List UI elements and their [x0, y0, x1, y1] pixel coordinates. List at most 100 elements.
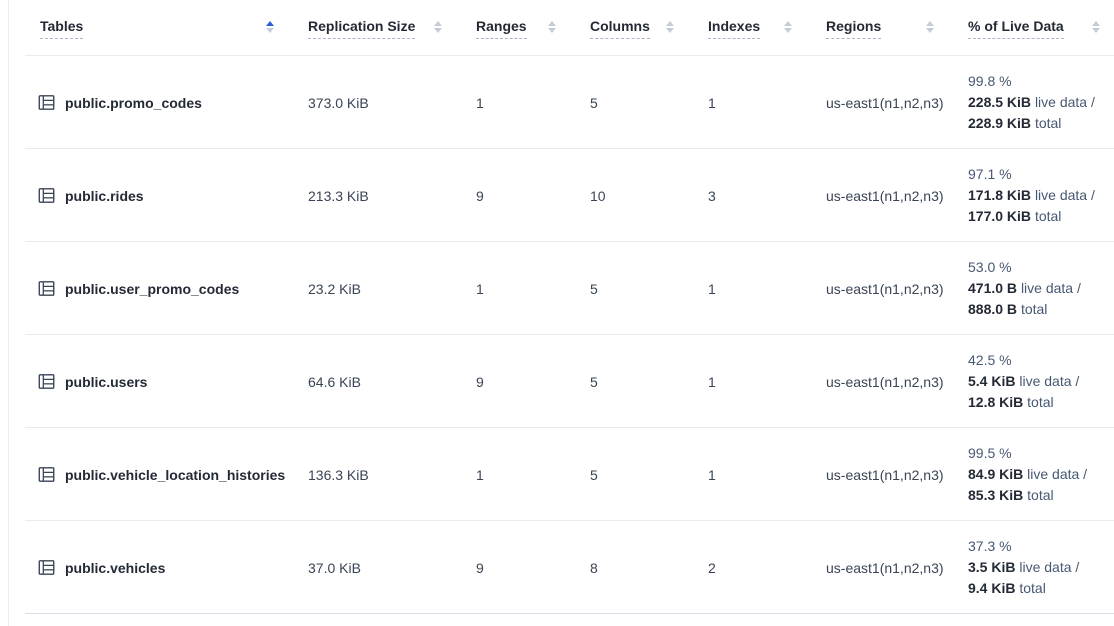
- ranges-cell: 9: [476, 373, 484, 390]
- live-data-cell: 99.8 % 228.5 KiB live data / 228.9 KiB t…: [960, 56, 1114, 149]
- table-name-cell: public.users: [25, 335, 300, 428]
- sort-icon[interactable]: [926, 20, 934, 33]
- table-icon: [38, 94, 55, 111]
- table-name-cell: public.promo_codes: [25, 56, 300, 149]
- table-row: public.vehicles 37.0 KiB 9 8 2 us-east1(…: [9, 521, 1114, 614]
- regions-cell: us-east1(n1,n2,n3): [826, 187, 944, 204]
- live-size-line: 84.9 KiB live data /: [968, 466, 1088, 482]
- column-header-label: Ranges: [476, 18, 527, 39]
- table-icon: [38, 280, 55, 297]
- total-size-line: 9.4 KiB total: [968, 580, 1046, 596]
- replication-size-cell: 136.3 KiB: [308, 466, 369, 483]
- live-data-cell: 99.5 % 84.9 KiB live data / 85.3 KiB tot…: [960, 428, 1114, 521]
- total-size-line: 228.9 KiB total: [968, 115, 1062, 131]
- column-header-label: % of Live Data: [968, 18, 1064, 39]
- columns-cell: 5: [590, 373, 598, 390]
- live-size-line: 471.0 B live data /: [968, 280, 1081, 296]
- sort-asc-arrow-icon: [926, 20, 934, 26]
- table-name-link[interactable]: public.vehicles: [65, 559, 166, 576]
- table-header-row: Tables Replication Size Ranges Columns I…: [9, 0, 1114, 56]
- table-name-link[interactable]: public.user_promo_codes: [65, 280, 240, 297]
- indexes-cell: 2: [708, 559, 716, 576]
- ranges-cell: 9: [476, 187, 484, 204]
- ranges-cell: 1: [476, 466, 484, 483]
- table-row: public.promo_codes 373.0 KiB 1 5 1 us-ea…: [9, 56, 1114, 149]
- sort-desc-arrow-icon: [266, 27, 274, 33]
- sort-asc-arrow-icon: [434, 20, 442, 26]
- column-header-columns[interactable]: Columns: [582, 0, 700, 56]
- live-percent: 97.1 %: [968, 166, 1012, 182]
- live-percent: 99.8 %: [968, 73, 1012, 89]
- table-name-link[interactable]: public.rides: [65, 187, 144, 204]
- live-data-cell: 53.0 % 471.0 B live data / 888.0 B total: [960, 242, 1114, 335]
- column-header-label: Columns: [590, 18, 650, 39]
- sort-desc-arrow-icon: [926, 27, 934, 33]
- table-icon: [38, 466, 55, 483]
- indexes-cell: 1: [708, 466, 716, 483]
- indexes-cell: 3: [708, 187, 716, 204]
- live-data-cell: 42.5 % 5.4 KiB live data / 12.8 KiB tota…: [960, 335, 1114, 428]
- replication-size-cell: 213.3 KiB: [308, 187, 369, 204]
- sort-icon[interactable]: [266, 20, 274, 33]
- column-header-regions[interactable]: Regions: [818, 0, 960, 56]
- indexes-cell: 1: [708, 373, 716, 390]
- live-size-line: 3.5 KiB live data /: [968, 559, 1080, 575]
- table-name-link[interactable]: public.vehicle_location_histories: [65, 466, 286, 483]
- table-name-link[interactable]: public.users: [65, 373, 148, 390]
- sort-icon[interactable]: [784, 20, 792, 33]
- sort-desc-arrow-icon: [434, 27, 442, 33]
- total-size-line: 85.3 KiB total: [968, 487, 1054, 503]
- table-row: public.user_promo_codes 23.2 KiB 1 5 1 u…: [9, 242, 1114, 335]
- table-icon: [38, 373, 55, 390]
- indexes-cell: 1: [708, 94, 716, 111]
- regions-cell: us-east1(n1,n2,n3): [826, 280, 944, 297]
- table-icon: [38, 559, 55, 576]
- table-icon: [38, 187, 55, 204]
- columns-cell: 8: [590, 559, 598, 576]
- replication-size-cell: 23.2 KiB: [308, 280, 361, 297]
- column-header-indexes[interactable]: Indexes: [700, 0, 818, 56]
- sort-icon[interactable]: [1092, 20, 1100, 33]
- live-percent: 37.3 %: [968, 538, 1012, 554]
- regions-cell: us-east1(n1,n2,n3): [826, 466, 944, 483]
- live-size-line: 5.4 KiB live data /: [968, 373, 1080, 389]
- columns-cell: 10: [590, 187, 606, 204]
- sort-icon[interactable]: [434, 20, 442, 33]
- sort-icon[interactable]: [666, 20, 674, 33]
- columns-cell: 5: [590, 280, 598, 297]
- column-header-label: Tables: [40, 18, 84, 39]
- column-header-ranges[interactable]: Ranges: [468, 0, 582, 56]
- live-data-cell: 97.1 % 171.8 KiB live data / 177.0 KiB t…: [960, 149, 1114, 242]
- ranges-cell: 9: [476, 559, 484, 576]
- column-header-label: Replication Size: [308, 18, 416, 39]
- indexes-cell: 1: [708, 280, 716, 297]
- ranges-cell: 1: [476, 280, 484, 297]
- column-header-live-data[interactable]: % of Live Data: [960, 0, 1114, 56]
- table-row: public.vehicle_location_histories 136.3 …: [9, 428, 1114, 521]
- live-size-line: 228.5 KiB live data /: [968, 94, 1095, 110]
- sort-asc-arrow-icon: [666, 20, 674, 26]
- sort-icon[interactable]: [548, 20, 556, 33]
- regions-cell: us-east1(n1,n2,n3): [826, 559, 944, 576]
- column-header-label: Regions: [826, 18, 882, 39]
- column-header-label: Indexes: [708, 18, 761, 39]
- column-header-tables[interactable]: Tables: [25, 0, 300, 56]
- table-row: public.rides 213.3 KiB 9 10 3 us-east1(n…: [9, 149, 1114, 242]
- total-size-line: 12.8 KiB total: [968, 394, 1054, 410]
- sort-desc-arrow-icon: [1092, 27, 1100, 33]
- column-header-replication-size[interactable]: Replication Size: [300, 0, 468, 56]
- tables-page: Tables Replication Size Ranges Columns I…: [8, 0, 1114, 626]
- sort-desc-arrow-icon: [666, 27, 674, 33]
- table-name-cell: public.vehicles: [25, 521, 300, 614]
- live-percent: 42.5 %: [968, 352, 1012, 368]
- ranges-cell: 1: [476, 94, 484, 111]
- table-name-link[interactable]: public.promo_codes: [65, 94, 202, 111]
- regions-cell: us-east1(n1,n2,n3): [826, 373, 944, 390]
- sort-asc-arrow-icon: [784, 20, 792, 26]
- total-size-line: 888.0 B total: [968, 301, 1048, 317]
- table-name-cell: public.user_promo_codes: [25, 242, 300, 335]
- table-row: public.users 64.6 KiB 9 5 1 us-east1(n1,…: [9, 335, 1114, 428]
- live-data-cell: 37.3 % 3.5 KiB live data / 9.4 KiB total: [960, 521, 1114, 614]
- sort-asc-arrow-icon: [548, 20, 556, 26]
- live-percent: 53.0 %: [968, 259, 1012, 275]
